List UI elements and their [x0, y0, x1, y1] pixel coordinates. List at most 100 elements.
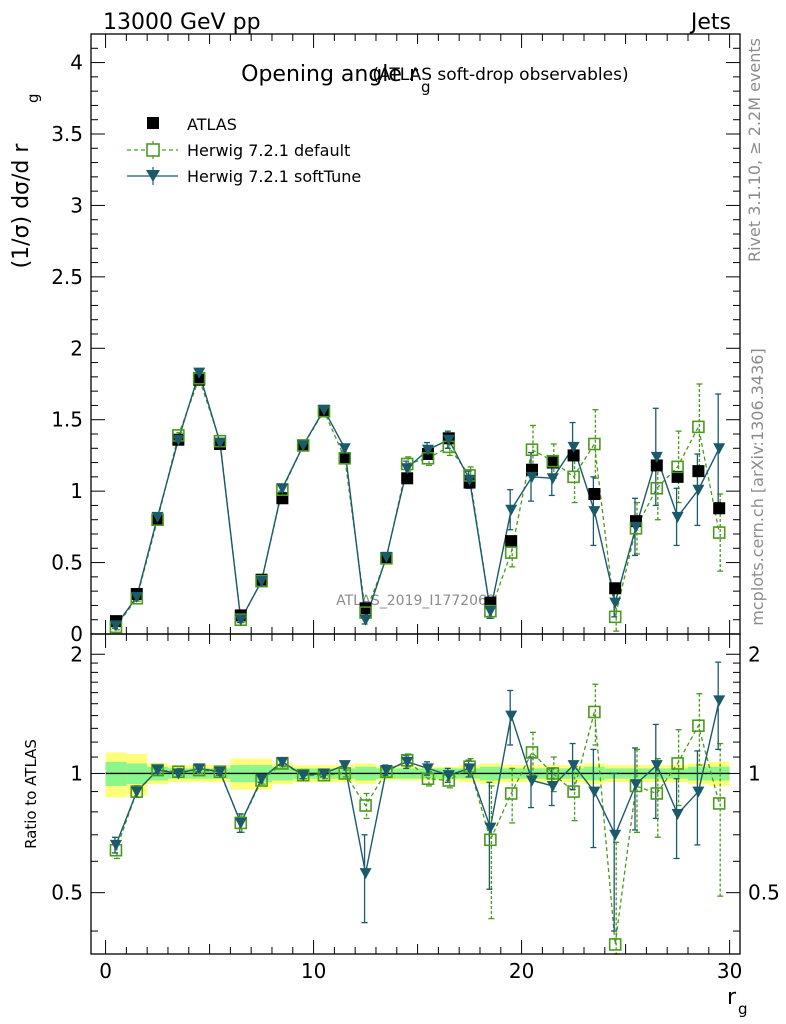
softtune-point — [151, 511, 164, 523]
softtune-point — [484, 606, 497, 618]
ratio-default-point — [588, 705, 601, 719]
softtune-point — [442, 434, 455, 446]
ratio-softtune-point — [588, 786, 601, 798]
ratio-softtune-point — [650, 760, 663, 772]
rivet-label: Rivet 3.1.10, ≥ 2.2M events — [745, 38, 764, 262]
ratio-softtune-point — [172, 768, 185, 780]
default-point — [712, 526, 726, 539]
y-axis-label: (1/σ) dσ/d r — [9, 143, 34, 269]
softtune-point — [671, 511, 684, 523]
plot-title: Opening angle r — [241, 62, 419, 87]
ratio-softtune-point — [505, 710, 518, 722]
atlas-point — [505, 535, 518, 548]
softtune-point — [338, 443, 351, 455]
ratio-default-point — [525, 746, 539, 759]
default-series-line — [115, 376, 720, 628]
atlas-point — [359, 602, 372, 615]
softtune-point — [692, 484, 705, 496]
legend-atlas-label: ATLAS — [187, 115, 237, 134]
atlas-point — [650, 459, 663, 472]
ratio-frame — [90, 633, 741, 955]
softtune-point — [525, 471, 538, 483]
softtune-point — [193, 367, 206, 379]
atlas-point — [193, 373, 206, 386]
default-point — [608, 610, 622, 624]
ratio-softtune-point — [213, 766, 226, 778]
ratio-softtune-point — [193, 763, 206, 775]
ratio-softtune-point — [109, 839, 122, 851]
softtune-point — [297, 440, 310, 452]
x-axis-label-subscript: g — [738, 1000, 748, 1018]
softtune-point — [629, 521, 642, 533]
softtune-point — [505, 504, 518, 516]
ratio-default-point — [359, 799, 372, 812]
softtune-point — [421, 444, 434, 456]
ratio-default-point — [484, 833, 497, 847]
softtune-point — [317, 404, 330, 416]
default-point — [525, 443, 539, 457]
main-y-tick-label: 2.5 — [51, 265, 83, 289]
atlas-point — [567, 449, 580, 462]
main-y-tick-label: 0 — [70, 622, 83, 646]
default-point — [650, 481, 664, 495]
ratio-default-point — [546, 767, 560, 780]
softtune-point — [255, 576, 268, 588]
ratio-y-tick-label: 1 — [70, 761, 83, 785]
softtune-point — [567, 441, 580, 453]
ratio-panel: 0.5 0.51 12 20 10 20 30 Ratio to ATLAS r g — [22, 633, 780, 1018]
x-tick-label: 20 — [509, 959, 534, 983]
main-y-tick-label: 3.5 — [51, 122, 83, 146]
mcplots-label: mcplots.cern.ch [arXiv:1306.3436] — [748, 348, 767, 625]
default-point — [504, 546, 518, 559]
ratio-y-label: Ratio to ATLAS — [22, 739, 40, 849]
header-right: Jets — [689, 10, 731, 35]
default-point — [692, 420, 705, 434]
atlas-point — [671, 470, 684, 483]
main-panel: ATLAS_2019_I1772062 0 0.5 1 1.5 2 2.5 3 3.5 4 Op… — [9, 33, 741, 646]
header-left: 13000 GeV pp — [103, 10, 261, 35]
ratio-softtune-point — [234, 817, 247, 829]
ratio-softtune-point — [546, 780, 559, 792]
ratio-softtune-point — [380, 765, 393, 777]
default-point — [588, 437, 601, 451]
softtune-point — [359, 614, 372, 626]
x-tick-label: 10 — [301, 959, 326, 983]
softtune-point — [109, 620, 122, 632]
ratio-softtune-point — [525, 775, 538, 787]
softtune-point — [650, 451, 663, 463]
softtune-point — [546, 473, 559, 485]
ratio-softtune-point — [442, 770, 455, 782]
ratio-softtune-point — [609, 829, 622, 841]
atlas-point — [546, 456, 559, 469]
ratio-y-tick-label-right: 1 — [748, 761, 761, 785]
legend-atlas-marker — [147, 117, 159, 129]
softtune-point — [380, 551, 393, 563]
atlas-point — [588, 488, 601, 500]
legend-default-marker — [146, 143, 160, 157]
atlas-point — [713, 502, 726, 515]
ratio-y-tick-label-right: 2 — [748, 642, 761, 666]
atlas-point — [338, 452, 351, 465]
ratio-softtune-point — [421, 763, 434, 775]
ratio-softtune-point — [401, 756, 414, 768]
ratio-default-point — [712, 797, 726, 810]
ratio-y-tick-label-right: 0.5 — [748, 881, 780, 905]
main-y-tick-label: 2 — [70, 336, 83, 360]
main-y-tick-label: 3 — [70, 193, 83, 217]
atlas-point — [401, 472, 414, 485]
softtune-point — [130, 591, 143, 603]
ratio-softtune-point — [484, 822, 497, 834]
ratio-default-point — [692, 719, 705, 733]
default-point — [671, 460, 684, 474]
y-axis-label-subscript: g — [24, 93, 42, 103]
main-plot-area — [109, 367, 726, 634]
ratio-y-tick-label: 2 — [70, 642, 83, 666]
ratio-softtune-point — [317, 768, 330, 780]
ratio-default-point — [567, 785, 580, 798]
y-axis-label-group: (1/σ) dσ/d r g — [9, 93, 42, 268]
ratio-softtune-point — [338, 760, 351, 772]
main-axis-ticks: 0 0.5 1 1.5 2 2.5 3 3.5 4 — [51, 34, 740, 646]
ratio-plot-area — [105, 661, 730, 955]
legend-default-label: Herwig 7.2.1 default — [187, 141, 350, 160]
